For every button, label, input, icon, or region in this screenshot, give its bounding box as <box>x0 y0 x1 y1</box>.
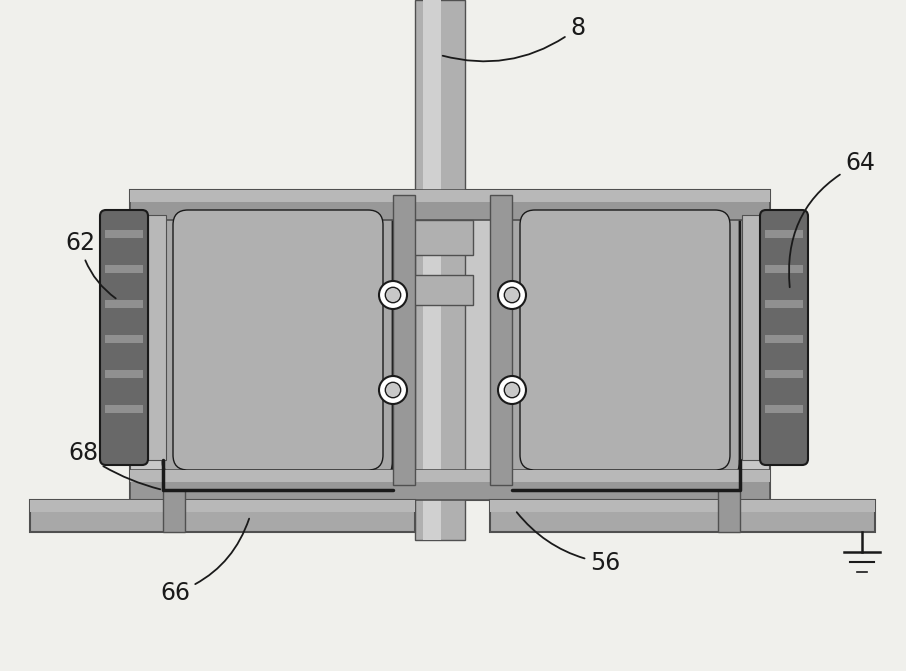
FancyBboxPatch shape <box>163 200 393 480</box>
Bar <box>105 370 143 378</box>
Bar <box>490 500 875 532</box>
Text: 64: 64 <box>789 151 875 287</box>
Bar <box>130 470 770 500</box>
Text: 68: 68 <box>68 441 160 489</box>
Text: 66: 66 <box>160 519 249 605</box>
Text: 8: 8 <box>443 16 585 61</box>
Circle shape <box>385 382 400 398</box>
Bar <box>130 190 770 500</box>
Text: 62: 62 <box>65 231 116 299</box>
Circle shape <box>498 281 526 309</box>
Bar <box>765 335 803 343</box>
Bar <box>742 215 760 460</box>
Bar <box>765 370 803 378</box>
Bar <box>407 220 473 255</box>
Text: 56: 56 <box>516 512 621 575</box>
Bar <box>105 335 143 343</box>
Bar <box>423 0 441 540</box>
Bar <box>130 190 770 220</box>
Bar <box>163 490 185 532</box>
Bar <box>490 195 512 485</box>
Circle shape <box>505 287 520 303</box>
FancyBboxPatch shape <box>173 210 383 470</box>
Bar <box>105 230 143 238</box>
Bar <box>393 195 415 485</box>
Bar <box>718 490 740 532</box>
Bar <box>765 405 803 413</box>
Bar <box>765 265 803 273</box>
FancyBboxPatch shape <box>100 210 148 465</box>
Bar <box>30 500 415 512</box>
Bar <box>130 190 770 202</box>
Bar <box>30 500 415 532</box>
Circle shape <box>385 287 400 303</box>
Bar <box>765 230 803 238</box>
Bar <box>130 470 770 482</box>
Bar <box>148 215 166 460</box>
Bar <box>490 500 875 512</box>
Bar <box>105 300 143 308</box>
Circle shape <box>379 376 407 404</box>
Circle shape <box>505 382 520 398</box>
Bar <box>407 275 473 305</box>
Bar <box>765 300 803 308</box>
FancyBboxPatch shape <box>760 210 808 465</box>
Bar <box>105 405 143 413</box>
Bar <box>415 0 465 540</box>
FancyBboxPatch shape <box>520 210 730 470</box>
Circle shape <box>498 376 526 404</box>
Circle shape <box>379 281 407 309</box>
FancyBboxPatch shape <box>510 200 740 480</box>
Bar <box>105 265 143 273</box>
